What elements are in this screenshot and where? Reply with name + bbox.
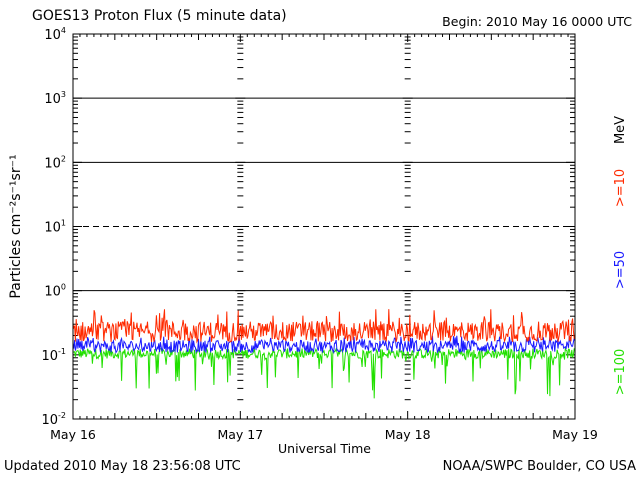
plot-frame-top xyxy=(72,33,576,420)
y-axis-label: Particles cm⁻²s⁻¹sr⁻¹ xyxy=(8,154,24,298)
x-tick-label: May 17 xyxy=(217,427,263,442)
legend-item: >=10 xyxy=(613,169,628,207)
begin-label: Begin: 2010 May 16 0000 UTC xyxy=(442,14,632,29)
legend-item: >=50 xyxy=(613,251,628,289)
y-tick-label: 10-1 xyxy=(41,347,66,364)
x-axis-label: Universal Time xyxy=(278,441,371,456)
chart-title: GOES13 Proton Flux (5 minute data) xyxy=(32,8,287,24)
y-tick-label: 103 xyxy=(44,90,66,107)
updated-label: Updated 2010 May 18 23:56:08 UTC xyxy=(4,459,241,474)
legend-unit: MeV xyxy=(613,116,628,144)
series-line xyxy=(72,309,576,344)
y-tick-label: 100 xyxy=(44,283,66,300)
credit-label: NOAA/SWPC Boulder, CO USA xyxy=(442,459,636,474)
x-tick-label: May 16 xyxy=(50,427,96,442)
x-tick-label: May 18 xyxy=(385,427,431,442)
y-tick-label: 104 xyxy=(44,26,66,43)
y-tick-label: 102 xyxy=(44,154,66,171)
series-line xyxy=(72,335,576,355)
legend-item: >=100 xyxy=(613,349,628,396)
series-line xyxy=(72,346,576,399)
x-tick-label: May 19 xyxy=(552,427,598,442)
y-tick-label: 101 xyxy=(44,219,66,236)
y-tick-label: 10-2 xyxy=(41,411,66,428)
